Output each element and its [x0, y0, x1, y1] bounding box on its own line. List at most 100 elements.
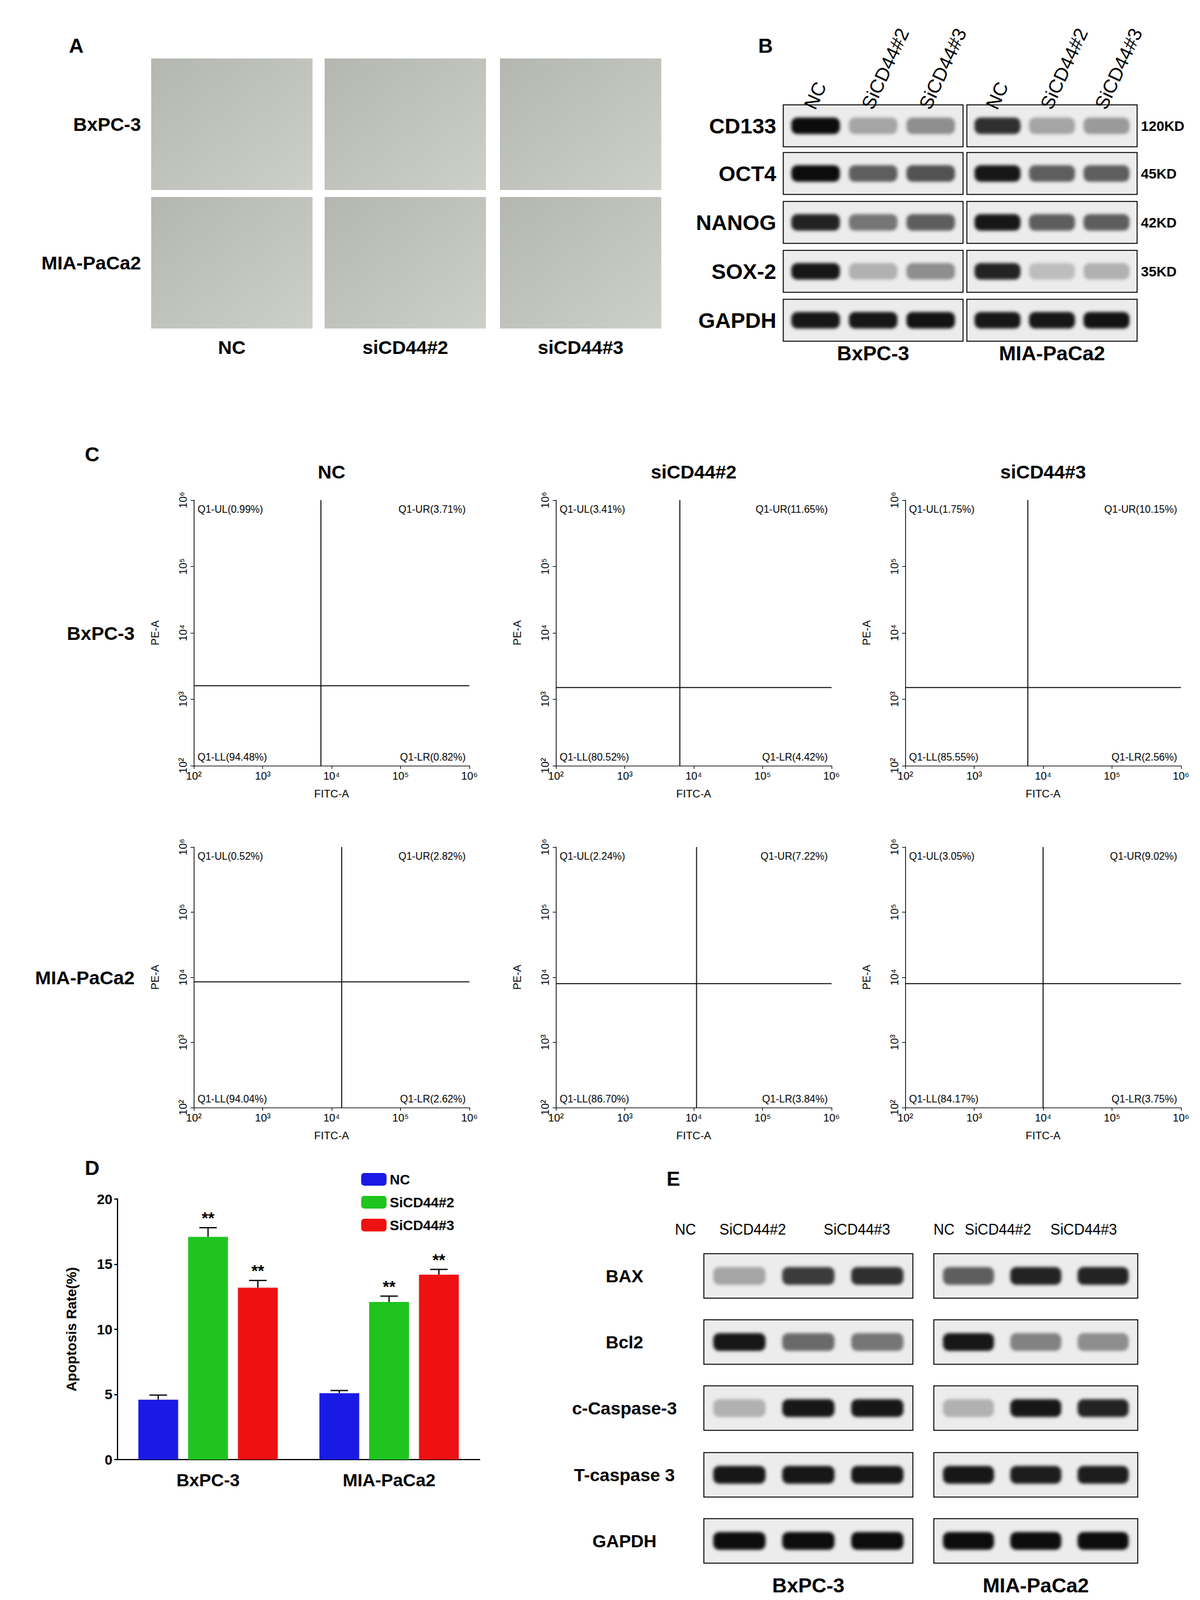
svg-text:BxPC-3: BxPC-3	[837, 341, 910, 365]
svg-text:10⁵: 10⁵	[392, 1111, 410, 1124]
svg-text:Q1-LR(0.82%): Q1-LR(0.82%)	[400, 751, 466, 763]
svg-text:Apoptosis Rate(%): Apoptosis Rate(%)	[63, 1266, 80, 1392]
svg-text:Q1-UR(10.15%): Q1-UR(10.15%)	[1104, 503, 1178, 515]
svg-text:siCD44#2: siCD44#2	[362, 336, 448, 358]
svg-text:10³: 10³	[177, 691, 190, 708]
svg-text:Bcl2: Bcl2	[605, 1332, 643, 1352]
svg-text:**: **	[382, 1276, 396, 1296]
svg-text:Q1-LR(2.56%): Q1-LR(2.56%)	[1111, 751, 1178, 763]
svg-text:0: 0	[104, 1451, 113, 1468]
svg-text:Q1-LR(4.42%): Q1-LR(4.42%)	[762, 751, 828, 763]
svg-text:10³: 10³	[616, 1111, 633, 1124]
svg-text:120KD: 120KD	[1140, 118, 1185, 135]
svg-text:FITC-A: FITC-A	[676, 787, 712, 800]
svg-text:FITC-A: FITC-A	[1025, 1129, 1061, 1142]
svg-text:GAPDH: GAPDH	[698, 308, 777, 333]
svg-text:siCD44#3: siCD44#3	[537, 336, 624, 358]
svg-text:10⁶: 10⁶	[823, 769, 840, 783]
svg-text:BxPC-3: BxPC-3	[772, 1573, 845, 1597]
svg-text:10⁶: 10⁶	[1172, 1111, 1190, 1124]
svg-text:10³: 10³	[254, 1111, 271, 1124]
svg-text:42KD: 42KD	[1140, 214, 1177, 231]
svg-text:10⁵: 10⁵	[1104, 769, 1121, 783]
svg-text:SiCD44#3: SiCD44#3	[1090, 24, 1147, 113]
svg-text:10³: 10³	[966, 769, 983, 783]
svg-text:10³: 10³	[177, 1034, 190, 1051]
svg-text:10⁶: 10⁶	[888, 838, 901, 856]
svg-text:MIA-PaCa2: MIA-PaCa2	[41, 252, 142, 274]
svg-text:10³: 10³	[888, 691, 901, 708]
svg-text:NC: NC	[217, 336, 246, 358]
svg-text:10⁵: 10⁵	[177, 558, 190, 575]
svg-text:10⁴: 10⁴	[177, 968, 190, 986]
svg-text:10⁴: 10⁴	[539, 624, 552, 641]
svg-text:Q1-UL(1.75%): Q1-UL(1.75%)	[909, 503, 975, 515]
svg-text:NC: NC	[674, 1220, 696, 1238]
svg-text:10²: 10²	[897, 769, 914, 783]
svg-text:10⁴: 10⁴	[539, 968, 552, 986]
svg-text:GAPDH: GAPDH	[592, 1530, 657, 1551]
svg-text:PE-A: PE-A	[860, 964, 873, 990]
svg-text:CD133: CD133	[708, 113, 777, 138]
svg-text:OCT4: OCT4	[718, 161, 777, 186]
svg-text:NC: NC	[933, 1220, 955, 1238]
svg-text:A: A	[68, 34, 84, 58]
svg-text:Q1-UL(2.24%): Q1-UL(2.24%)	[559, 850, 626, 862]
svg-text:**: **	[201, 1208, 215, 1228]
svg-text:10²: 10²	[186, 769, 203, 783]
svg-text:SiCD44#3: SiCD44#3	[914, 24, 971, 113]
svg-text:10⁵: 10⁵	[392, 769, 410, 783]
svg-text:10⁶: 10⁶	[539, 491, 552, 509]
svg-text:35KD: 35KD	[1140, 263, 1177, 280]
svg-text:10⁵: 10⁵	[754, 769, 772, 783]
svg-text:Q1-UL(3.05%): Q1-UL(3.05%)	[909, 850, 975, 862]
svg-text:Q1-UL(0.52%): Q1-UL(0.52%)	[197, 850, 263, 862]
svg-text:10⁴: 10⁴	[177, 624, 190, 641]
svg-text:SiCD44#2: SiCD44#2	[719, 1220, 787, 1238]
svg-text:NC: NC	[799, 78, 831, 113]
svg-text:10⁶: 10⁶	[461, 769, 478, 783]
svg-text:10³: 10³	[539, 691, 552, 708]
svg-text:Q1-LR(3.84%): Q1-LR(3.84%)	[762, 1093, 828, 1105]
svg-text:NC: NC	[317, 461, 345, 483]
svg-text:10³: 10³	[888, 1034, 901, 1051]
svg-text:PE-A: PE-A	[149, 964, 162, 990]
svg-text:D: D	[84, 1156, 100, 1180]
svg-text:10⁶: 10⁶	[1172, 769, 1190, 783]
svg-text:SiCD44#2: SiCD44#2	[857, 24, 914, 113]
svg-text:10⁴: 10⁴	[685, 769, 702, 783]
svg-text:10³: 10³	[616, 769, 633, 783]
svg-text:SiCD44#2: SiCD44#2	[1036, 24, 1093, 113]
svg-text:Q1-UL(3.41%): Q1-UL(3.41%)	[559, 503, 626, 515]
svg-text:Q1-UR(11.65%): Q1-UR(11.65%)	[755, 503, 828, 515]
svg-text:10⁶: 10⁶	[888, 491, 901, 509]
svg-text:SiCD44#3: SiCD44#3	[823, 1220, 891, 1238]
svg-text:BxPC-3: BxPC-3	[73, 113, 142, 135]
svg-text:BxPC-3: BxPC-3	[176, 1469, 241, 1490]
svg-text:10⁴: 10⁴	[1034, 1111, 1052, 1124]
svg-text:10²: 10²	[897, 1111, 914, 1124]
svg-text:MIA-PaCa2: MIA-PaCa2	[982, 1573, 1089, 1597]
svg-text:FITC-A: FITC-A	[314, 1129, 350, 1142]
svg-text:10: 10	[97, 1321, 113, 1338]
svg-text:NC: NC	[981, 78, 1012, 113]
svg-text:10⁴: 10⁴	[888, 624, 901, 641]
svg-text:10⁵: 10⁵	[754, 1111, 772, 1124]
svg-text:E: E	[666, 1166, 680, 1190]
svg-text:Q1-LL(85.55%): Q1-LL(85.55%)	[909, 751, 979, 763]
svg-text:10³: 10³	[539, 1034, 552, 1051]
svg-text:**: **	[432, 1250, 446, 1270]
svg-text:10³: 10³	[254, 769, 271, 783]
svg-text:10⁵: 10⁵	[539, 903, 552, 921]
svg-text:10⁵: 10⁵	[888, 903, 901, 921]
svg-text:T-caspase 3: T-caspase 3	[574, 1464, 676, 1485]
svg-text:10⁴: 10⁴	[323, 769, 340, 783]
svg-text:10⁵: 10⁵	[1104, 1111, 1121, 1124]
svg-text:Q1-LL(94.48%): Q1-LL(94.48%)	[197, 751, 267, 763]
svg-text:10²: 10²	[548, 769, 565, 783]
svg-text:Q1-LL(86.70%): Q1-LL(86.70%)	[559, 1093, 629, 1105]
svg-text:10⁶: 10⁶	[823, 1111, 840, 1124]
svg-text:10⁴: 10⁴	[685, 1111, 702, 1124]
svg-text:FITC-A: FITC-A	[676, 1129, 712, 1142]
svg-text:B: B	[757, 34, 773, 58]
